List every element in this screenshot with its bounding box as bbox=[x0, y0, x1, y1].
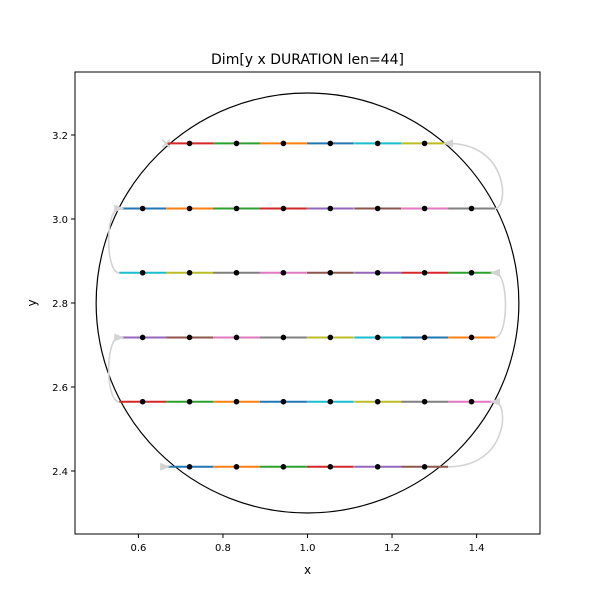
data-point bbox=[327, 205, 334, 212]
data-point bbox=[374, 398, 381, 405]
data-point bbox=[280, 205, 287, 212]
data-point bbox=[139, 205, 146, 212]
data-point bbox=[280, 140, 287, 147]
row-connector bbox=[494, 271, 507, 339]
data-point bbox=[421, 205, 428, 212]
points bbox=[139, 140, 475, 470]
connectors bbox=[107, 138, 507, 471]
y-axis-label: y bbox=[25, 299, 39, 306]
data-point bbox=[186, 205, 193, 212]
data-point bbox=[139, 398, 146, 405]
data-point bbox=[468, 205, 475, 212]
start-marker bbox=[160, 462, 171, 471]
y-tick-label: 3.2 bbox=[52, 131, 68, 142]
data-point bbox=[374, 464, 381, 470]
data-point bbox=[327, 140, 334, 147]
x-tick-label: 1.2 bbox=[384, 543, 400, 554]
data-point bbox=[139, 334, 146, 341]
plot-area: 0.6 0.8 1.0 1.2 1.4 2.4 2.6 2.8 3.0 3.2 bbox=[52, 71, 541, 554]
data-point bbox=[186, 269, 193, 276]
data-point bbox=[374, 334, 381, 341]
data-point bbox=[421, 464, 428, 470]
x-axis-label: x bbox=[304, 563, 311, 577]
data-point bbox=[280, 269, 287, 276]
data-point bbox=[233, 140, 240, 147]
data-point bbox=[233, 205, 240, 212]
segments bbox=[119, 142, 495, 468]
row-connector bbox=[448, 400, 504, 468]
arrowhead-marker bbox=[443, 139, 454, 148]
data-point bbox=[186, 334, 193, 341]
data-point bbox=[233, 464, 240, 470]
x-tick-label: 1.4 bbox=[469, 543, 485, 554]
data-point bbox=[374, 269, 381, 276]
axes-frame bbox=[74, 71, 541, 535]
data-point bbox=[468, 398, 475, 405]
row-connector bbox=[448, 142, 504, 210]
data-point bbox=[233, 269, 240, 276]
y-tick-label: 2.4 bbox=[52, 467, 68, 478]
arrowhead-marker bbox=[489, 268, 500, 277]
plot-inner bbox=[95, 92, 520, 514]
data-point bbox=[280, 334, 287, 341]
x-tick-label: 1.0 bbox=[300, 543, 316, 554]
data-point bbox=[421, 269, 428, 276]
data-point bbox=[327, 464, 334, 470]
x-tick-label: 0.8 bbox=[215, 543, 231, 554]
data-point bbox=[421, 398, 428, 405]
data-point bbox=[468, 269, 475, 276]
data-point bbox=[233, 334, 240, 341]
data-point bbox=[186, 398, 193, 405]
y-tick-label: 3.0 bbox=[52, 215, 68, 226]
data-point bbox=[186, 464, 193, 470]
data-point bbox=[280, 398, 287, 405]
data-point bbox=[327, 269, 334, 276]
row-connector bbox=[107, 336, 120, 403]
data-point bbox=[374, 205, 381, 212]
data-point bbox=[374, 140, 381, 147]
data-point bbox=[421, 334, 428, 341]
data-point bbox=[327, 398, 334, 405]
data-point bbox=[280, 464, 287, 470]
arrowhead-marker bbox=[114, 204, 125, 213]
boundary-circle bbox=[95, 92, 520, 514]
end-marker bbox=[161, 138, 171, 148]
arrowhead-marker bbox=[489, 397, 500, 406]
data-point bbox=[327, 334, 334, 341]
x-tick-label: 0.6 bbox=[130, 543, 146, 554]
data-point bbox=[421, 140, 428, 147]
arrowhead-marker bbox=[114, 333, 125, 342]
y-tick-label: 2.8 bbox=[52, 299, 68, 310]
data-point bbox=[139, 269, 146, 276]
data-point bbox=[468, 334, 475, 341]
data-point bbox=[233, 398, 240, 405]
data-point bbox=[186, 140, 193, 147]
y-tick-label: 2.6 bbox=[52, 383, 68, 394]
chart-title: Dim[y x DURATION len=44] bbox=[211, 52, 404, 68]
